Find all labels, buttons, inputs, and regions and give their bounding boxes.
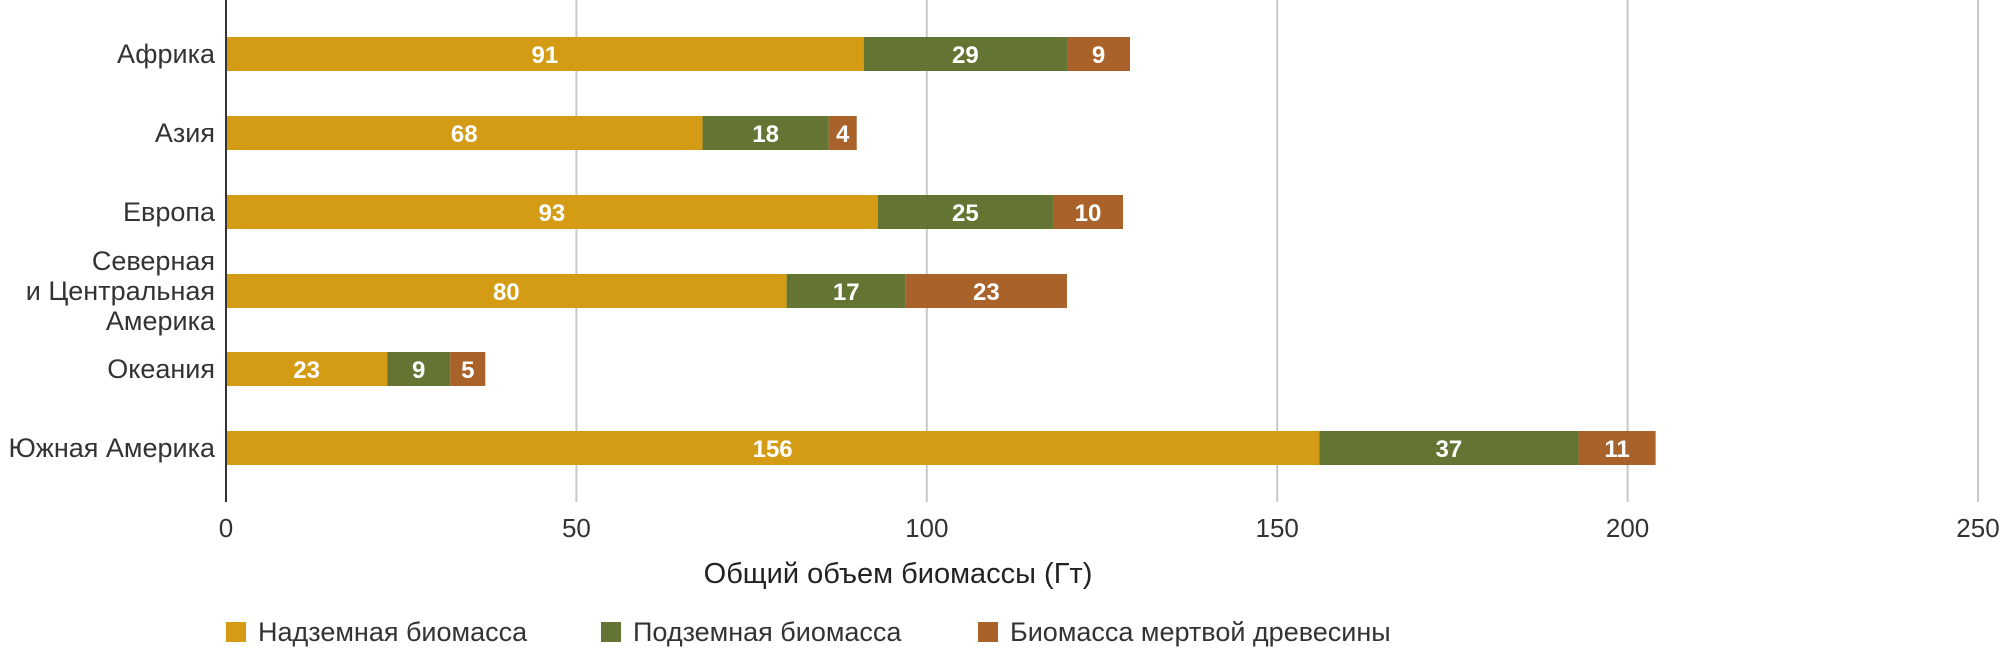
bar-segment [1319,431,1579,465]
bar-value-label: 68 [451,121,478,148]
bar-value-label: 25 [952,200,979,227]
x-tick-label: 150 [1256,513,1299,543]
bar-value-label: 5 [461,357,474,384]
bar-segment [786,274,906,308]
legend-label: Подземная биомасса [633,617,902,647]
bar-value-label: 37 [1436,436,1463,463]
bar-segment [387,352,451,386]
x-tick-label: 250 [1956,513,1999,543]
category-label: Южная Америка [9,433,216,463]
bar-value-label: 17 [833,279,860,306]
category-label: Африка [117,39,216,69]
x-tick-label: 50 [562,513,591,543]
grid-lines [575,0,1979,502]
bar-segment [702,116,829,150]
bar-segment [1578,431,1656,465]
category-label: Европа [123,197,216,227]
bar-segment [226,431,1320,465]
bar-value-label: 9 [1092,42,1105,69]
legend-label: Биомасса мертвой древесины [1010,617,1391,647]
bar-value-label: 156 [753,436,793,463]
bar-segment [450,352,486,386]
category-label: Северная [92,246,215,276]
legend-swatch [601,622,621,642]
bar-segment [905,274,1067,308]
bar-segment [226,116,703,150]
bar-value-label: 9 [412,357,425,384]
bar-value-label: 23 [293,357,320,384]
bar-segment [226,352,388,386]
category-label: Азия [155,118,215,148]
legend: Надземная биомасса Подземная биомасса Биом… [226,617,1391,647]
bar-value-label: 80 [493,279,520,306]
bars [226,37,1656,465]
bar-segment [226,195,878,229]
bar-segment [1052,195,1124,229]
x-tick-label: 100 [905,513,948,543]
legend-swatch [978,622,998,642]
bar-segment [863,37,1067,71]
bar-value-label: 23 [973,279,1000,306]
category-label: Океания [107,354,215,384]
x-tick-label: 200 [1606,513,1649,543]
legend-swatch [226,622,246,642]
bar-segment [1066,37,1131,71]
category-label: Америка [106,306,216,336]
bar-value-label: 11 [1604,436,1629,463]
category-label: и Центральная [26,276,215,306]
bar-value-label: 91 [532,42,559,69]
bar-value-label: 29 [952,42,979,69]
bar-value-label: 10 [1075,200,1102,227]
bar-value-label: 93 [539,200,566,227]
x-axis-title: Общий объем биомассы (Гт) [704,558,1093,590]
bar-value-label: 4 [836,121,850,148]
bar-segment [828,116,857,150]
bar-segment [877,195,1053,229]
bar-value-label: 18 [752,121,779,148]
x-tick-label: 0 [219,513,233,543]
legend-label: Надземная биомасса [258,617,528,647]
bar-segment [226,37,864,71]
bar-segment [226,274,787,308]
labels: 0 50 100 150 200 250 91 29 9 Африка 68 18 4 Азия 93 25 1… [9,39,2000,590]
